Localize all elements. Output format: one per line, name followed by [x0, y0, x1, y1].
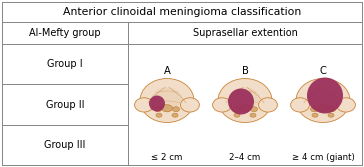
Ellipse shape [290, 98, 309, 112]
Circle shape [228, 89, 254, 115]
Text: 2–4 cm: 2–4 cm [229, 153, 261, 162]
Ellipse shape [296, 78, 350, 123]
Circle shape [307, 77, 343, 114]
Ellipse shape [162, 105, 173, 112]
Text: Group III: Group III [44, 140, 86, 150]
Bar [2, 44, 128, 84]
Ellipse shape [308, 88, 338, 110]
Ellipse shape [230, 88, 260, 110]
Ellipse shape [310, 107, 317, 112]
Ellipse shape [218, 78, 272, 123]
Bar [2, 22, 128, 44]
Ellipse shape [154, 107, 162, 112]
Ellipse shape [181, 98, 199, 112]
Text: C: C [320, 66, 327, 76]
Ellipse shape [258, 98, 277, 112]
Text: ≤ 2 cm: ≤ 2 cm [151, 153, 183, 162]
Ellipse shape [135, 98, 154, 112]
Bar [128, 44, 362, 165]
Ellipse shape [328, 113, 334, 117]
Ellipse shape [213, 98, 232, 112]
Text: A: A [163, 66, 170, 76]
Ellipse shape [233, 107, 240, 112]
Bar [2, 2, 362, 22]
Text: Group II: Group II [46, 100, 84, 110]
Bar [128, 22, 362, 44]
Ellipse shape [240, 105, 250, 112]
Ellipse shape [234, 113, 240, 117]
Text: ≥ 4 cm (giant): ≥ 4 cm (giant) [292, 153, 355, 162]
Bar [2, 84, 128, 125]
Ellipse shape [172, 113, 178, 117]
Text: Al-Mefty group: Al-Mefty group [29, 28, 101, 38]
Ellipse shape [317, 105, 328, 112]
Ellipse shape [140, 78, 194, 123]
Ellipse shape [328, 107, 336, 112]
Bar [2, 125, 128, 165]
Ellipse shape [152, 88, 182, 110]
Text: B: B [242, 66, 249, 76]
Ellipse shape [156, 113, 162, 117]
Circle shape [149, 96, 165, 112]
Ellipse shape [250, 113, 256, 117]
Text: Suprasellar extention: Suprasellar extention [193, 28, 297, 38]
Ellipse shape [312, 113, 318, 117]
Text: Group I: Group I [47, 59, 83, 69]
Ellipse shape [336, 98, 355, 112]
Text: Anterior clinoidal meningioma classification: Anterior clinoidal meningioma classifica… [63, 7, 301, 17]
Ellipse shape [173, 107, 179, 112]
Ellipse shape [250, 107, 257, 112]
